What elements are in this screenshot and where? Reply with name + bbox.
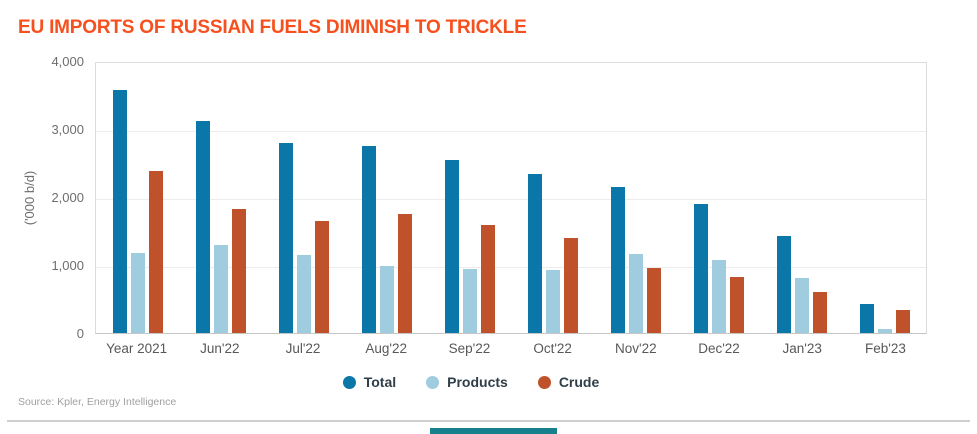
bottom-accent-bar xyxy=(430,428,557,434)
legend-label: Products xyxy=(447,374,508,390)
legend-marker-icon xyxy=(342,375,356,389)
bar-group xyxy=(594,63,677,333)
bar-group xyxy=(428,63,511,333)
chart-title: EU IMPORTS OF RUSSIAN FUELS DIMINISH TO … xyxy=(18,17,527,38)
bar-crude xyxy=(314,221,329,333)
legend-item-crude: Crude xyxy=(537,374,600,390)
legend-marker-icon xyxy=(537,375,551,389)
bar-total xyxy=(361,146,376,333)
bar-total xyxy=(859,304,874,333)
gridline xyxy=(96,199,926,200)
bar-group xyxy=(677,63,760,333)
bar-group xyxy=(262,63,345,333)
y-tick-label: 4,000 xyxy=(51,54,84,69)
bar-products xyxy=(379,266,394,333)
x-axis-label: Feb'23 xyxy=(865,341,906,356)
bar-group xyxy=(760,63,843,333)
bar-crude xyxy=(148,171,163,333)
bar-crude xyxy=(646,268,661,333)
bar-crude xyxy=(480,225,495,333)
legend-label: Crude xyxy=(558,374,600,390)
x-axis-label: Jul'22 xyxy=(285,341,321,356)
x-axis-label: Dec'22 xyxy=(698,341,740,356)
source-note: Source: Kpler, Energy Intelligence xyxy=(18,396,177,408)
bar-group xyxy=(345,63,428,333)
bar-products xyxy=(628,254,643,333)
bar-products xyxy=(130,253,145,333)
bar-products xyxy=(462,269,477,333)
gridline xyxy=(96,267,926,268)
bar-crude xyxy=(812,292,827,333)
bar-group xyxy=(511,63,594,333)
bar-crude xyxy=(231,209,246,333)
bar-total xyxy=(610,187,625,333)
bar-products xyxy=(711,260,726,333)
bar-total xyxy=(776,236,791,333)
bar-total xyxy=(527,174,542,333)
bar-total xyxy=(112,90,127,333)
bar-products xyxy=(877,329,892,333)
plot-area xyxy=(95,62,927,334)
y-tick-label: 1,000 xyxy=(51,258,84,273)
legend: Total Products Crude xyxy=(55,374,887,390)
bar-total xyxy=(195,121,210,333)
y-tick-label: 0 xyxy=(76,326,84,341)
bar-crude xyxy=(729,277,744,333)
bar-products xyxy=(213,245,228,333)
bar-total xyxy=(693,204,708,333)
x-axis-label: Oct'22 xyxy=(533,341,572,356)
legend-item-total: Total xyxy=(342,374,397,390)
bar-crude xyxy=(397,214,412,333)
x-axis-label: Jan'23 xyxy=(782,341,822,356)
gridline xyxy=(96,131,926,132)
x-axis-label: Year 2021 xyxy=(106,341,168,356)
bar-group xyxy=(96,63,179,333)
y-axis-ticks: 0 1,000 2,000 3,000 4,000 xyxy=(0,54,84,341)
legend-label: Total xyxy=(363,374,397,390)
bar-group xyxy=(843,63,926,333)
legend-marker-icon xyxy=(426,375,440,389)
bar-crude xyxy=(895,310,910,333)
x-axis-labels: Year 2021 Jun'22 Jul'22 Aug'22 Sep'22 Oct'22 N… xyxy=(95,341,927,356)
bar-products xyxy=(545,270,560,333)
x-axis-label: Jun'22 xyxy=(200,341,240,356)
bar-products xyxy=(296,255,311,333)
bar-products xyxy=(794,278,809,333)
x-axis-label: Sep'22 xyxy=(448,341,491,356)
y-tick-label: 3,000 xyxy=(51,122,84,137)
x-axis-label: Aug'22 xyxy=(365,341,408,356)
legend-item-products: Products xyxy=(426,374,508,390)
x-axis-label: Nov'22 xyxy=(615,341,657,356)
bar-total xyxy=(278,143,293,333)
divider-line xyxy=(7,420,970,422)
bar-total xyxy=(444,160,459,333)
y-tick-label: 2,000 xyxy=(51,190,84,205)
bar-group xyxy=(179,63,262,333)
bar-crude xyxy=(563,238,578,333)
